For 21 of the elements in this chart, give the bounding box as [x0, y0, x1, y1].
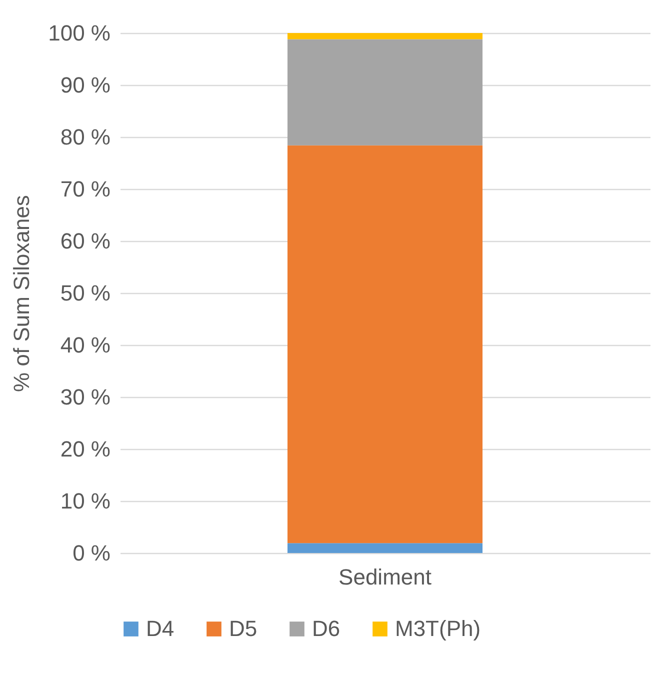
y-tick-label: 20 %	[60, 436, 110, 462]
y-tick-label: 60 %	[60, 228, 110, 254]
legend-label: M3T(Ph)	[395, 616, 481, 641]
y-tick-label: 80 %	[60, 124, 110, 150]
bar	[287, 39, 483, 146]
y-tick-label: 10 %	[60, 488, 110, 514]
legend-label: D4	[146, 616, 174, 641]
bar	[287, 145, 483, 544]
y-tick-label: 0 %	[72, 540, 110, 566]
bar	[287, 543, 483, 553]
y-tick-label: 90 %	[60, 72, 110, 98]
legend-label: D6	[312, 616, 340, 641]
bar	[287, 33, 483, 40]
y-axis-title: % of Sum Siloxanes	[9, 195, 34, 392]
x-tick-label: Sediment	[338, 564, 432, 590]
y-tick-label: 40 %	[60, 332, 110, 358]
y-tick-label: 100 %	[48, 20, 110, 46]
legend-label: D5	[229, 616, 258, 641]
y-tick-label: 30 %	[60, 384, 110, 410]
y-tick-label: 70 %	[60, 176, 110, 202]
y-tick-label: 50 %	[60, 280, 110, 306]
